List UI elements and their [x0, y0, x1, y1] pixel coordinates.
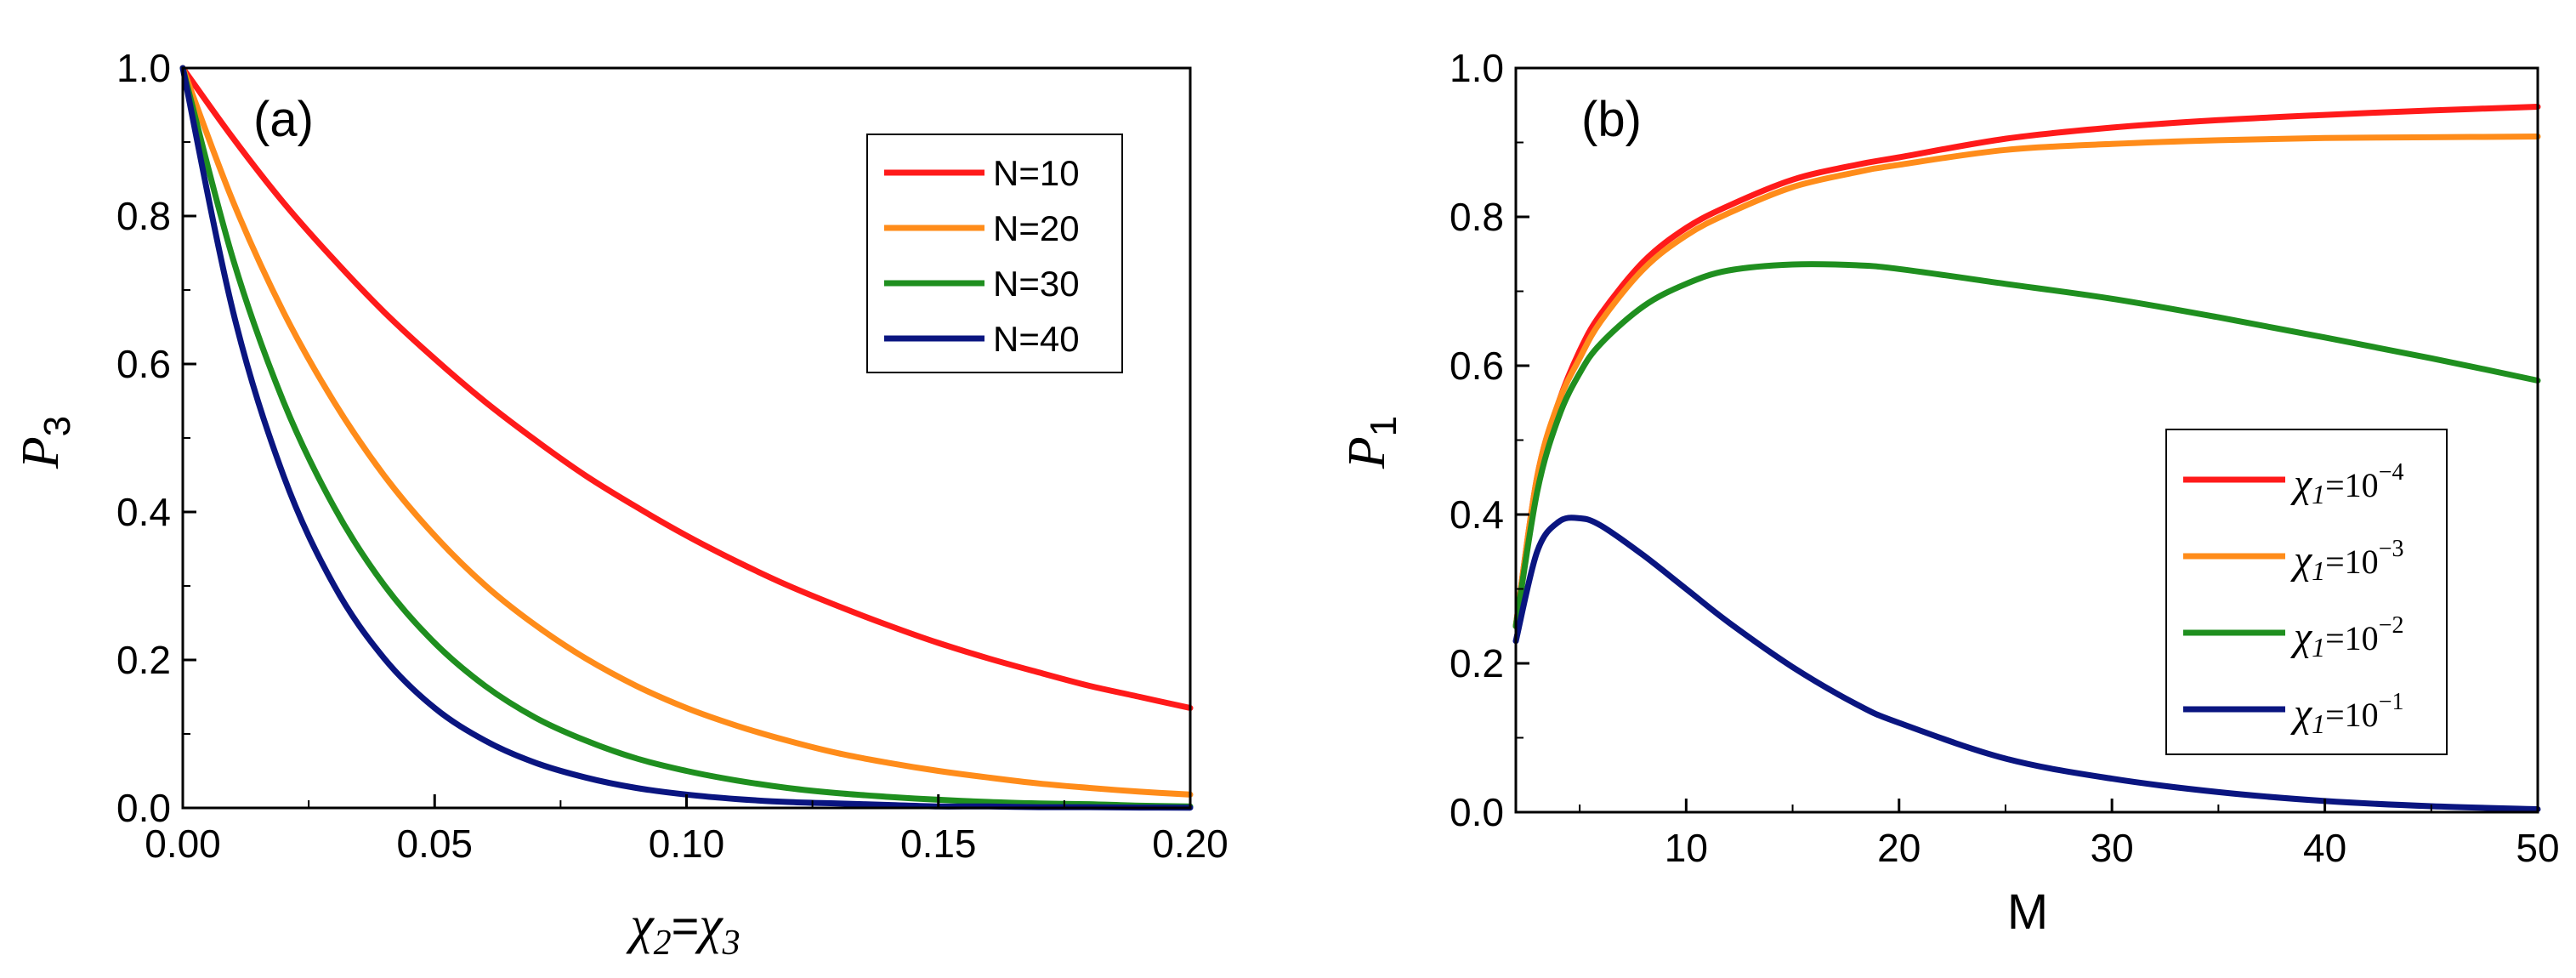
panel-b-x-tick-label: 10	[1665, 826, 1708, 870]
panel-a-legend-entry: N=30	[884, 264, 1080, 304]
panel-a-x-axis-chi-b: χ	[695, 896, 723, 954]
panel-b-y-tick-label: 0.4	[1450, 492, 1504, 537]
panel-b-legend-label-1e-1: χ1=10−1	[2290, 689, 2403, 739]
panel-b-y-tick-label: 0.6	[1450, 344, 1504, 388]
panel-b-y-axis-letter: P	[1338, 436, 1396, 469]
panel-a-y-axis-letter: P	[12, 436, 70, 469]
panel-b-legend-sub: 1	[2312, 708, 2325, 739]
panel-a-x-axis-sub-b: 3	[722, 924, 740, 963]
panel-a-legend-entry: N=10	[884, 153, 1080, 193]
panel-b-legend-mid: =10	[2325, 466, 2379, 504]
panel-b-legend-exp: −4	[2379, 459, 2404, 486]
panel-a-y-tick-label: 0.2	[116, 638, 171, 682]
panel-a-ticks-layer: 0.0 0.2 0.4 0.6 0.8 1.0 0.00 0.05 0.10 0.15 0.20	[116, 46, 1228, 866]
panel-a-legend-label-n40: N=40	[993, 319, 1080, 359]
panel-b-x-tick-label: 40	[2303, 826, 2346, 870]
panel-a-x-axis-label: χ2=χ3	[626, 896, 740, 963]
panel-b-legend-label-1e-4: χ1=10−4	[2290, 459, 2403, 509]
panel-b-x-tick-label: 20	[1877, 826, 1921, 870]
panel-a-series-line-1	[179, 65, 1194, 711]
panel-b-legend-mid: =10	[2325, 543, 2379, 581]
panel-b-x-axis-label: M	[2007, 884, 2048, 940]
panel-a-x-tick-label: 0.10	[649, 822, 725, 866]
panel-b-legend-box	[2165, 429, 2448, 755]
panel-a-x-tick-label: 0.00	[145, 822, 221, 866]
panel-a-y-tick-label: 0.6	[116, 342, 171, 386]
panel-a-x-axis-chi-a: χ	[626, 896, 655, 954]
panel-b-legend-chi: χ	[2290, 461, 2313, 506]
panel-b-y-tick-label: 0.2	[1450, 641, 1504, 685]
panel-b-legend: χ1=10−4 χ1=10−3 χ1=10−2 χ1=10−1	[2165, 429, 2448, 755]
panel-a-label: (a)	[253, 92, 314, 147]
panel-a-legend-entry: N=40	[884, 319, 1080, 359]
panel-b-legend-sub: 1	[2312, 479, 2325, 509]
panel-a-y-tick-label: 0.4	[116, 490, 171, 534]
panel-b-legend-entry: χ1=10−4	[2183, 459, 2403, 509]
panel-b-y-axis-label: P1	[1338, 416, 1404, 469]
panel-b-series-layer	[1512, 104, 2541, 812]
panel-a-x-axis-equals: =	[672, 899, 700, 952]
panel-a-chart: 0.0 0.2 0.4 0.6 0.8 1.0 0.00 0.05 0.10 0.15 0.20 (…	[12, 46, 1228, 963]
panel-a-series-layer	[179, 65, 1194, 811]
panel-b-legend-chi: χ	[2290, 537, 2313, 583]
panel-b-legend-sub: 1	[2312, 632, 2325, 662]
panel-b-legend-label-1e-2: χ1=10−2	[2290, 612, 2403, 662]
panel-a-y-axis-label: P3	[12, 416, 78, 469]
panel-b-series-line-3	[1512, 261, 2541, 629]
panel-a-series-line-3	[179, 65, 1194, 810]
panel-b-ticks-layer: 0.0 0.2 0.4 0.6 0.8 1.0 10 20 30 40 50	[1450, 46, 2560, 870]
panel-b-y-tick-label: 0.0	[1450, 790, 1504, 834]
panel-b-legend-entry: χ1=10−2	[2183, 612, 2403, 662]
panel-a-y-axis-subscript: 3	[37, 416, 78, 436]
panel-b-series-line-2	[1512, 134, 2541, 629]
panel-b-legend-mid: =10	[2325, 696, 2379, 734]
panel-a-series-line-4	[179, 65, 1194, 811]
panel-b-legend-chi: χ	[2290, 614, 2313, 659]
panel-a-x-tick-label: 0.15	[900, 822, 977, 866]
panel-b-legend-sub: 1	[2312, 555, 2325, 586]
panel-b-x-tick-label: 50	[2516, 826, 2559, 870]
panel-b-legend-chi: χ	[2290, 691, 2313, 736]
panel-a-legend-label-n10: N=10	[993, 153, 1080, 193]
panel-a-y-tick-label: 0.8	[116, 194, 171, 238]
panel-b-y-axis-subscript: 1	[1363, 416, 1404, 436]
panel-b-plot-frame	[1514, 66, 2539, 814]
panel-a-plot-frame	[181, 66, 1192, 810]
panel-b-y-tick-label: 1.0	[1450, 46, 1504, 90]
panel-a-x-tick-label: 0.05	[396, 822, 473, 866]
panel-a-y-tick-label: 0.0	[116, 786, 171, 830]
panel-a-legend: N=10 N=20 N=30 N=40	[866, 134, 1123, 373]
panel-b-legend-entry: χ1=10−3	[2183, 536, 2403, 586]
panel-a-legend-label-n20: N=20	[993, 208, 1080, 248]
panel-b-series-line-4	[1512, 515, 2541, 812]
panel-b-legend-exp: −1	[2379, 689, 2404, 715]
panel-a-y-tick-label: 1.0	[116, 46, 171, 90]
panel-b-x-tick-label: 30	[2091, 826, 2134, 870]
panel-a-series-line-2	[179, 65, 1194, 798]
panel-b-legend-exp: −3	[2379, 536, 2404, 562]
panel-a-x-axis-sub-a: 2	[654, 924, 672, 963]
panel-b-chart: 0.00.20.40.60.81.010 20 30 40 50 (b) P1 M χ1…	[1338, 46, 2560, 940]
panel-b-legend-exp: −2	[2379, 612, 2404, 639]
panel-a-legend-entry: N=20	[884, 208, 1080, 248]
panel-a-x-tick-label: 0.20	[1152, 822, 1228, 866]
panel-b-label: (b)	[1581, 92, 1642, 147]
panel-a-legend-label-n30: N=30	[993, 264, 1080, 304]
panel-b-y-tick-label: 0.8	[1450, 195, 1504, 239]
panel-b-legend-entry: χ1=10−1	[2183, 689, 2403, 739]
panel-b-legend-label-1e-3: χ1=10−3	[2290, 536, 2403, 586]
panel-b-legend-mid: =10	[2325, 619, 2379, 657]
